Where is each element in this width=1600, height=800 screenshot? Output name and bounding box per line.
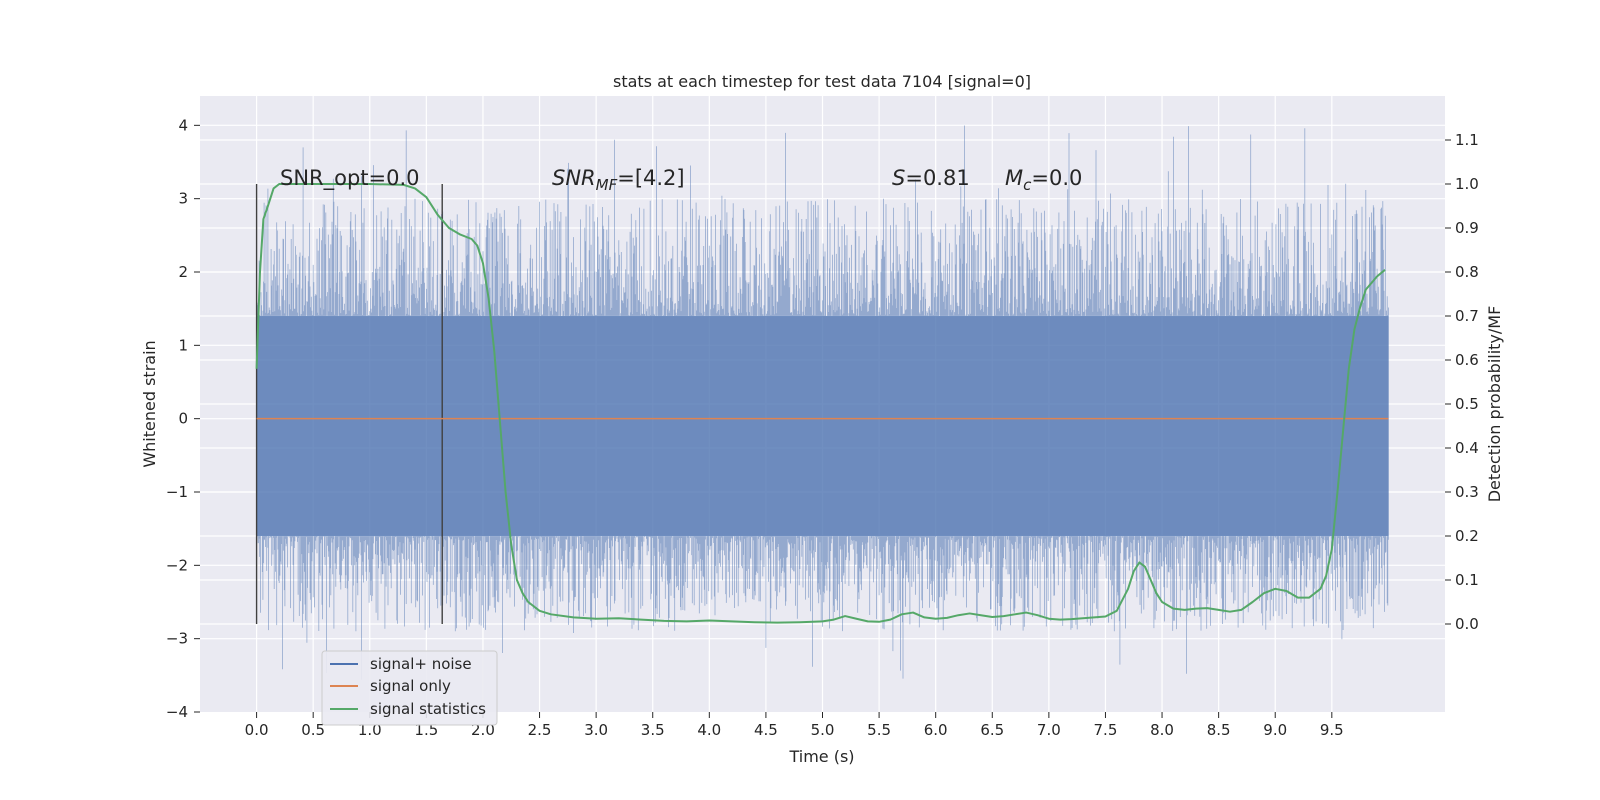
y-left-tick-label: 2: [178, 263, 188, 281]
y-right-tick-label: 1.0: [1455, 175, 1479, 193]
signal-plus-noise-series: [256, 125, 1389, 680]
x-tick-label: 3.5: [641, 721, 665, 739]
y-left-tick-label: −3: [166, 630, 188, 648]
legend: signal+ noise signal only signal statist…: [321, 650, 498, 726]
annotation-mc: Mc=0.0: [1005, 166, 1082, 194]
y-right-tick-label: 0.0: [1455, 615, 1479, 633]
annotation-mc-value: =0.0: [1031, 166, 1082, 190]
annotation-snr-mf-sub: MF: [596, 176, 618, 194]
x-axis-label: Time (s): [788, 747, 854, 766]
x-tick-label: 7.0: [1037, 721, 1061, 739]
y-right-tick-label: 0.6: [1455, 351, 1479, 369]
legend-label-signal-only: signal only: [370, 677, 451, 695]
annotation-snr-mf-value: =[4.2]: [617, 166, 684, 190]
y-left-tick-label: 1: [178, 336, 188, 354]
y-axis-label-right: Detection probability/MF: [1485, 306, 1504, 503]
x-tick-label: 9.5: [1320, 721, 1344, 739]
y-right-tick-label: 0.8: [1455, 263, 1479, 281]
vertical-markers: [255, 184, 443, 624]
x-tick-label: 4.0: [697, 721, 721, 739]
annotation-mc-sub: c: [1023, 176, 1032, 194]
y-right-tick-label: 0.2: [1455, 527, 1479, 545]
y-right-tick-label: 0.7: [1455, 307, 1479, 325]
y-axis-label-left: Whitened strain: [140, 340, 159, 467]
y-right-tick-label: 0.5: [1455, 395, 1479, 413]
y-right-tick-label: 0.1: [1455, 571, 1479, 589]
x-tick-label: 8.0: [1150, 721, 1174, 739]
y-right-tick-label: 0.4: [1455, 439, 1479, 457]
y-left-tick-label: 0: [178, 410, 188, 428]
x-tick-label: 5.5: [867, 721, 891, 739]
annotation-snr-mf-main: SNR: [552, 166, 596, 190]
y-right-tick-label: 1.1: [1455, 131, 1479, 149]
y-left-tick-label: 4: [178, 116, 188, 134]
x-tick-label: 5.0: [811, 721, 835, 739]
y-right-tick-label: 0.9: [1455, 219, 1479, 237]
x-tick-label: 0.0: [245, 721, 269, 739]
y-left-tick-label: −4: [166, 703, 188, 721]
x-tick-label: 7.5: [1094, 721, 1118, 739]
annotation-mc-main: M: [1005, 166, 1023, 190]
y-left-tick-label: −1: [166, 483, 188, 501]
x-tick-label: 9.0: [1263, 721, 1287, 739]
annotation-snr-mf: SNRMF=[4.2]: [552, 166, 685, 194]
legend-label-signal-statistics: signal statistics: [370, 700, 486, 718]
x-tick-label: 6.5: [980, 721, 1004, 739]
annotation-snr-opt: SNR_opt=0.0: [280, 166, 420, 191]
signal-statistics-line: [255, 183, 1386, 624]
y-right-tick-label: 0.3: [1455, 483, 1479, 501]
x-tick-label: 6.0: [924, 721, 948, 739]
x-tick-label: 2.5: [528, 721, 552, 739]
x-tick-label: 4.5: [754, 721, 778, 739]
y-left-tick-label: 3: [178, 190, 188, 208]
annotation-s-main: S: [892, 166, 905, 190]
x-tick-label: 0.5: [301, 721, 325, 739]
y-left-tick-label: −2: [166, 556, 188, 574]
series-lines: [255, 183, 1389, 624]
x-tick-label: 3.0: [584, 721, 608, 739]
legend-label-signal-plus-noise: signal+ noise: [370, 655, 472, 673]
x-tick-label: 8.5: [1207, 721, 1231, 739]
annotation-s-value: =0.81: [905, 166, 969, 190]
chart-title: stats at each timestep for test data 710…: [613, 72, 1031, 91]
legend-box: [321, 650, 498, 726]
annotation-s: S=0.81: [892, 166, 970, 190]
